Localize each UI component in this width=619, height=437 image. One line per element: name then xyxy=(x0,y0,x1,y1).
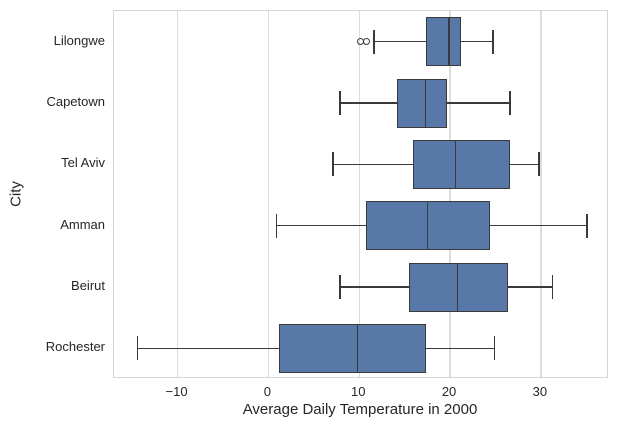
median-line xyxy=(456,262,459,312)
gridline-x-30 xyxy=(540,11,542,377)
ytick-lilongwe: Lilongwe xyxy=(53,32,105,48)
median-line xyxy=(356,323,359,373)
xtick--10: −10 xyxy=(165,384,188,399)
gridline-x-20 xyxy=(449,11,451,377)
ytick-beirut: Beirut xyxy=(71,278,105,293)
plot-area xyxy=(113,10,608,378)
x-axis-label: Average Daily Temperature in 2000 xyxy=(242,401,478,418)
whisker-cap-high xyxy=(538,152,540,177)
gridline-x-0 xyxy=(267,11,270,377)
y-axis-label: City xyxy=(7,181,25,207)
whisker-cap-low xyxy=(339,91,341,115)
ytick-amman: Amman xyxy=(60,216,105,232)
xtick-20: 20 xyxy=(441,384,457,399)
whisker-cap-high xyxy=(509,91,511,115)
outlier-point xyxy=(362,38,370,46)
gridline-x--10 xyxy=(176,11,179,377)
box-tel-aviv xyxy=(412,139,510,189)
box-lilongwe xyxy=(426,17,461,67)
whisker-cap-high xyxy=(491,29,494,54)
box-rochester xyxy=(279,323,427,373)
whisker-cap-high xyxy=(551,275,554,299)
whisker-cap-low xyxy=(275,213,278,238)
whisker-cap-low xyxy=(339,275,341,299)
xtick-30: 30 xyxy=(532,384,548,399)
xtick-10: 10 xyxy=(350,384,366,399)
median-line xyxy=(426,201,429,251)
whisker-cap-low xyxy=(136,336,139,361)
median-line xyxy=(424,78,427,128)
ytick-capetown: Capetown xyxy=(46,94,105,109)
whisker-cap-high xyxy=(493,336,496,361)
xtick-0: 0 xyxy=(263,384,272,399)
ytick-tel-aviv: Tel Aviv xyxy=(61,155,105,171)
median-line xyxy=(448,17,450,67)
ytick-rochester: Rochester xyxy=(45,339,105,355)
median-line xyxy=(454,139,457,189)
gridline-x-10 xyxy=(358,11,360,377)
box-capetown xyxy=(397,78,448,128)
whisker-cap-high xyxy=(586,213,588,238)
whisker-cap-low xyxy=(372,29,375,54)
box-beirut xyxy=(409,262,509,312)
whisker-cap-low xyxy=(332,152,334,177)
